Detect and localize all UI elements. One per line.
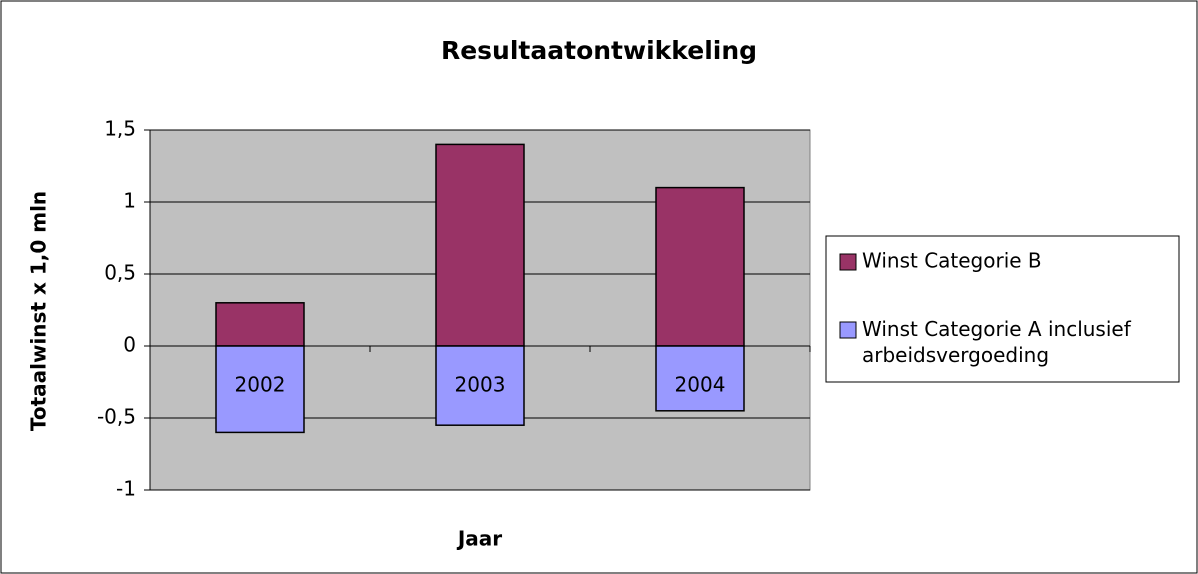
chart-title: Resultaatontwikkeling: [441, 36, 757, 65]
legend-swatch: [839, 253, 857, 271]
y-tick-label: 0,5: [104, 261, 136, 285]
y-tick-label: 0: [123, 333, 136, 357]
y-tick-label: 1,5: [104, 117, 136, 141]
x-tick-label: 2004: [675, 373, 726, 397]
legend-box: [825, 235, 1180, 383]
x-axis-label: Jaar: [456, 527, 502, 551]
x-tick-label: 2002: [235, 373, 286, 397]
bar: [435, 345, 525, 426]
y-axis-label: Totaalwinst x 1,0 mln: [27, 191, 51, 431]
y-tick-label: -1: [116, 477, 136, 501]
bar: [215, 345, 305, 434]
bar: [655, 345, 745, 412]
legend-label: Winst Categorie A inclusief arbeidsvergoe…: [862, 317, 1132, 367]
legend-label: Winst Categorie B: [862, 249, 1042, 273]
bar: [655, 186, 745, 347]
y-tick-label: 1: [123, 189, 136, 213]
x-tick-label: 2003: [455, 373, 506, 397]
bar: [435, 143, 525, 347]
y-tick-label: -0,5: [97, 405, 136, 429]
legend-swatch: [839, 321, 857, 339]
bar: [215, 302, 305, 347]
